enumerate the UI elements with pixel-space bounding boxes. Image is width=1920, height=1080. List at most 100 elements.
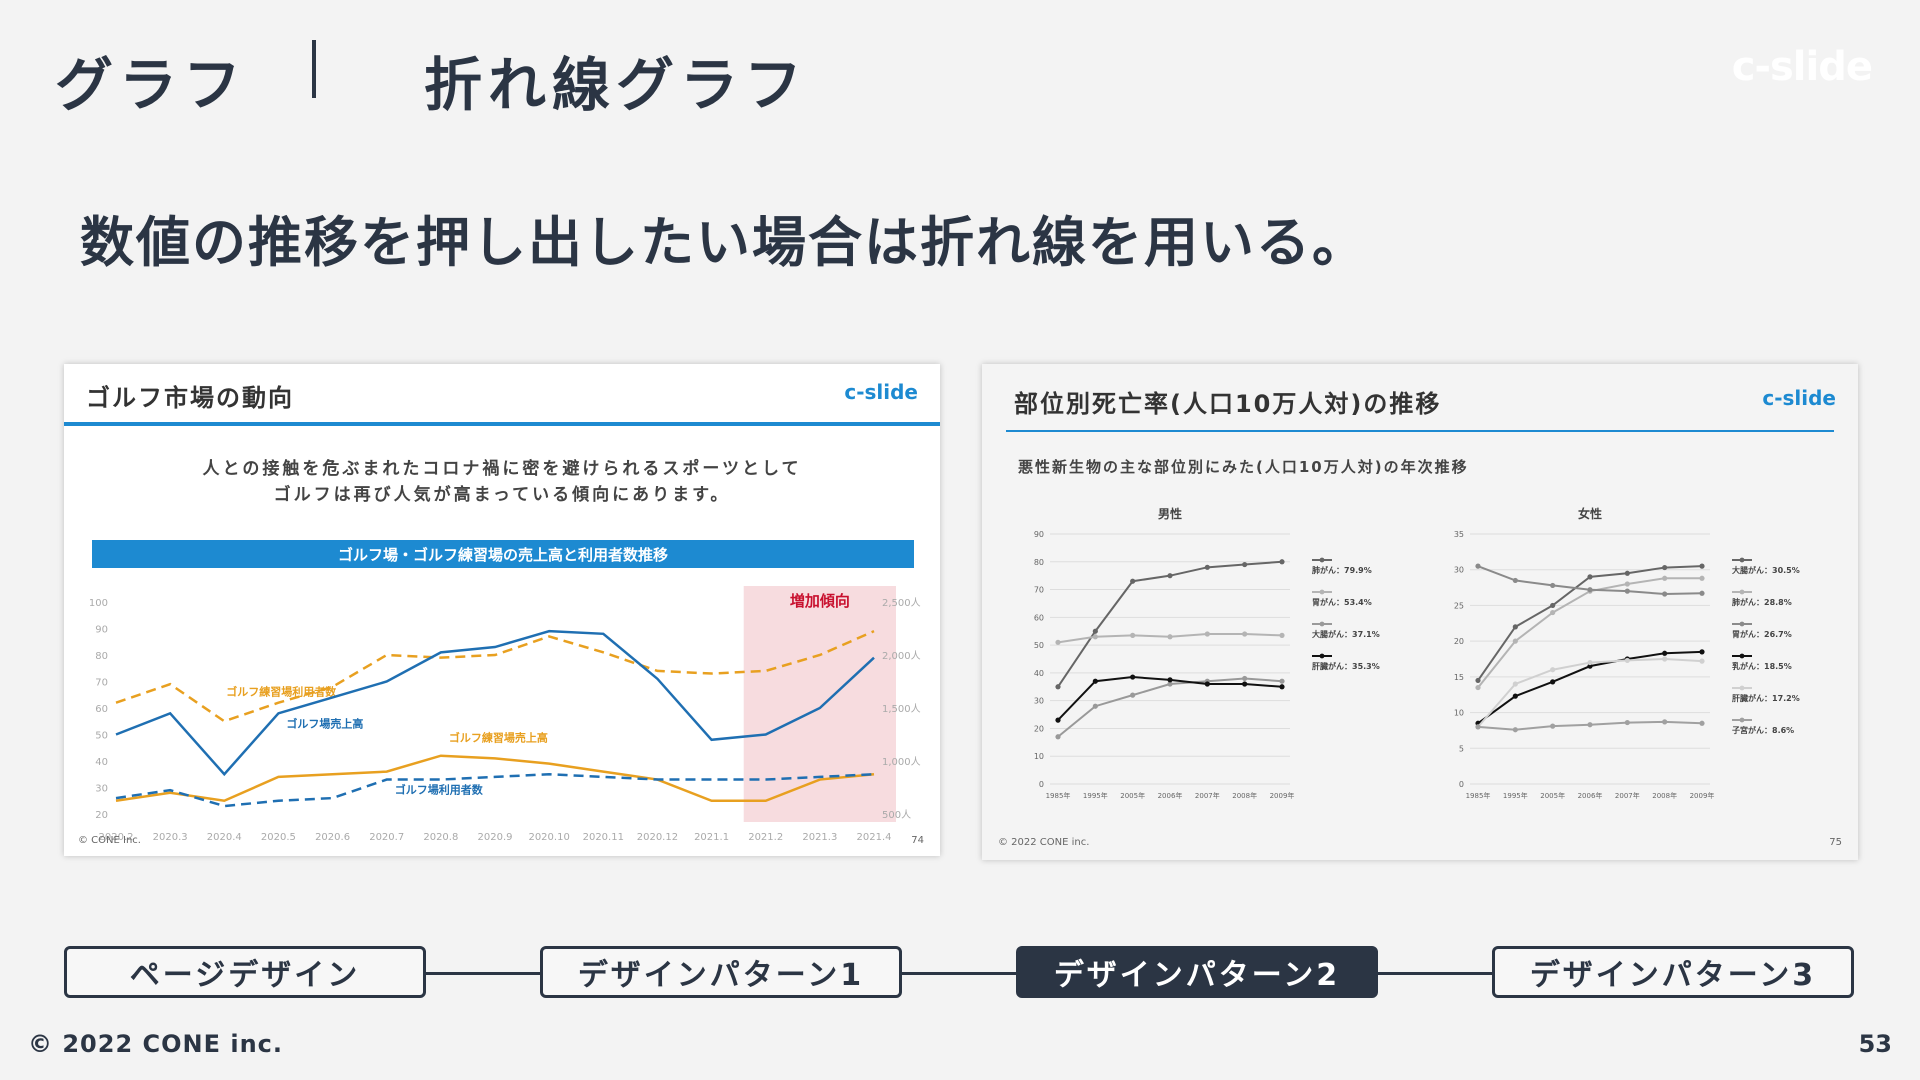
data-point: [1092, 678, 1098, 684]
x-tick-label: 2020.5: [261, 832, 296, 843]
section-title: 折れ線グラフ: [424, 51, 809, 119]
data-point: [1512, 577, 1518, 584]
data-point: [1550, 602, 1556, 609]
data-point: [1624, 657, 1630, 664]
data-point: [1624, 570, 1630, 576]
legend-marker: [1739, 685, 1745, 691]
chart-title: 男性: [1158, 506, 1182, 521]
data-point: [1699, 563, 1705, 569]
nav-connector: [426, 972, 542, 975]
y-tick-label: 90: [1034, 530, 1044, 539]
slide-title: 部位別死亡率(人口10万人対)の推移: [1014, 390, 1442, 418]
legend-label: 胃がん：26.7%: [1732, 629, 1792, 639]
y-tick-label: 40: [95, 757, 108, 768]
x-tick-label: 2005年: [1540, 791, 1565, 800]
data-point: [1279, 559, 1285, 565]
data-point: [1550, 609, 1556, 616]
y-tick-label: 70: [1034, 586, 1044, 595]
legend-label: 胃がん：53.4%: [1312, 597, 1372, 607]
slide-thumbnail-cancer[interactable]: 部位別死亡率(人口10万人対)の推移 c-slide 悪性新生物の主な部位別にみ…: [982, 364, 1858, 860]
x-tick-label: 2020.9: [478, 832, 513, 843]
nav-design-pattern-3[interactable]: デザインパターン3: [1492, 946, 1854, 998]
y-tick-label: 0: [1459, 780, 1464, 789]
x-tick-label: 2020.6: [315, 832, 350, 843]
legend-label: 子宮がん：8.6%: [1732, 725, 1794, 735]
y-tick-label: 70: [95, 678, 108, 689]
data-point: [1092, 703, 1098, 709]
nav-design-pattern-2[interactable]: デザインパターン2: [1016, 946, 1378, 998]
highlight-label: 増加傾向: [790, 592, 850, 610]
y-tick-label: 60: [95, 704, 108, 715]
data-point: [1167, 681, 1173, 687]
x-tick-label: 2020.8: [423, 832, 458, 843]
y-tick-label: 25: [1454, 601, 1464, 610]
data-point: [1662, 719, 1668, 725]
data-point: [1624, 719, 1630, 726]
y-tick-label: 90: [95, 625, 108, 636]
data-point: [1512, 681, 1518, 687]
data-point: [1662, 656, 1668, 662]
data-point: [1587, 587, 1593, 593]
data-point: [1279, 632, 1285, 638]
legend-marker: [1739, 589, 1745, 595]
slide-title: ゴルフ市場の動向: [86, 384, 294, 412]
x-tick-label: 2021.2: [748, 832, 783, 843]
legend-marker: [1739, 557, 1745, 563]
y-tick-label: 10: [1034, 752, 1044, 761]
data-point: [1662, 591, 1668, 597]
data-point: [1130, 578, 1136, 584]
data-point: [1475, 677, 1481, 684]
y-tick-label: 80: [95, 651, 108, 662]
legend-label: 肝臓がん：17.2%: [1732, 693, 1800, 703]
nav-design-pattern-1[interactable]: デザインパターン1: [540, 946, 902, 998]
legend-marker: [1739, 621, 1745, 627]
x-tick-label: 2021.4: [857, 832, 892, 843]
x-tick-label: 2020.2: [99, 832, 134, 843]
chart-banner: ゴルフ場・ゴルフ練習場の売上高と利用者数推移: [92, 540, 914, 568]
slide-thumbnail-golf[interactable]: ゴルフ市場の動向 c-slide 人との接触を危ぶまれたコロナ禍に密を避けられる…: [64, 364, 940, 856]
slide-copyright: © CONE Inc.: [78, 835, 141, 846]
data-point: [1055, 734, 1061, 740]
y-tick-label: 15: [1454, 673, 1464, 682]
x-tick-label: 1995年: [1083, 791, 1108, 800]
highlight-region: [743, 586, 896, 822]
headline: 数値の推移を押し出したい場合は折れ線を用いる。: [80, 211, 1368, 274]
footer-page-number: 53: [1858, 1030, 1892, 1058]
data-point: [1699, 590, 1705, 596]
nav-connector: [1378, 972, 1494, 975]
x-tick-label: 2007年: [1195, 791, 1220, 800]
x-tick-label: 2020.10: [528, 832, 569, 843]
x-tick-label: 1985年: [1466, 791, 1491, 800]
data-point: [1092, 628, 1098, 634]
chart-title: 女性: [1578, 506, 1602, 521]
data-point: [1587, 722, 1593, 728]
header-divider: [312, 40, 316, 98]
y-tick-label: 80: [1034, 558, 1044, 567]
nav-page-design[interactable]: ページデザイン: [64, 946, 426, 998]
data-point: [1512, 624, 1518, 630]
data-point: [1699, 720, 1705, 726]
slide-description: 人との接触を危ぶまれたコロナ禍に密を避けられるスポーツとして ゴルフは再び人気が…: [64, 456, 940, 508]
series-label: ゴルフ場売上高: [286, 716, 363, 730]
data-point: [1055, 639, 1061, 645]
y-tick-label: 40: [1034, 669, 1044, 678]
x-tick-label: 2008年: [1232, 791, 1257, 800]
legend-marker: [1319, 557, 1325, 563]
title-underline: [1006, 430, 1834, 432]
legend-marker: [1319, 589, 1325, 595]
category-title: グラフ: [55, 51, 248, 119]
golf-line-chart: 増加傾向 100 90 80 70 60 50 40 30 20 2,500人 2,000人 1,500…: [89, 586, 921, 843]
series-label: ゴルフ練習場売上高: [449, 731, 548, 745]
data-point: [1130, 692, 1136, 698]
description-line: ゴルフは再び人気が高まっている傾向にあります。: [273, 485, 731, 505]
brand-logo: c-slide: [1731, 44, 1873, 90]
legend-label: 乳がん：18.5%: [1732, 661, 1792, 671]
y-tick-label: 30: [1034, 697, 1044, 706]
x-tick-label: 2009年: [1690, 791, 1715, 800]
x-tick-label: 2005年: [1120, 791, 1145, 800]
data-point: [1475, 724, 1481, 730]
series-line: [1057, 560, 1283, 688]
data-point: [1167, 677, 1173, 683]
x-tick-label: 2020.12: [637, 832, 678, 843]
